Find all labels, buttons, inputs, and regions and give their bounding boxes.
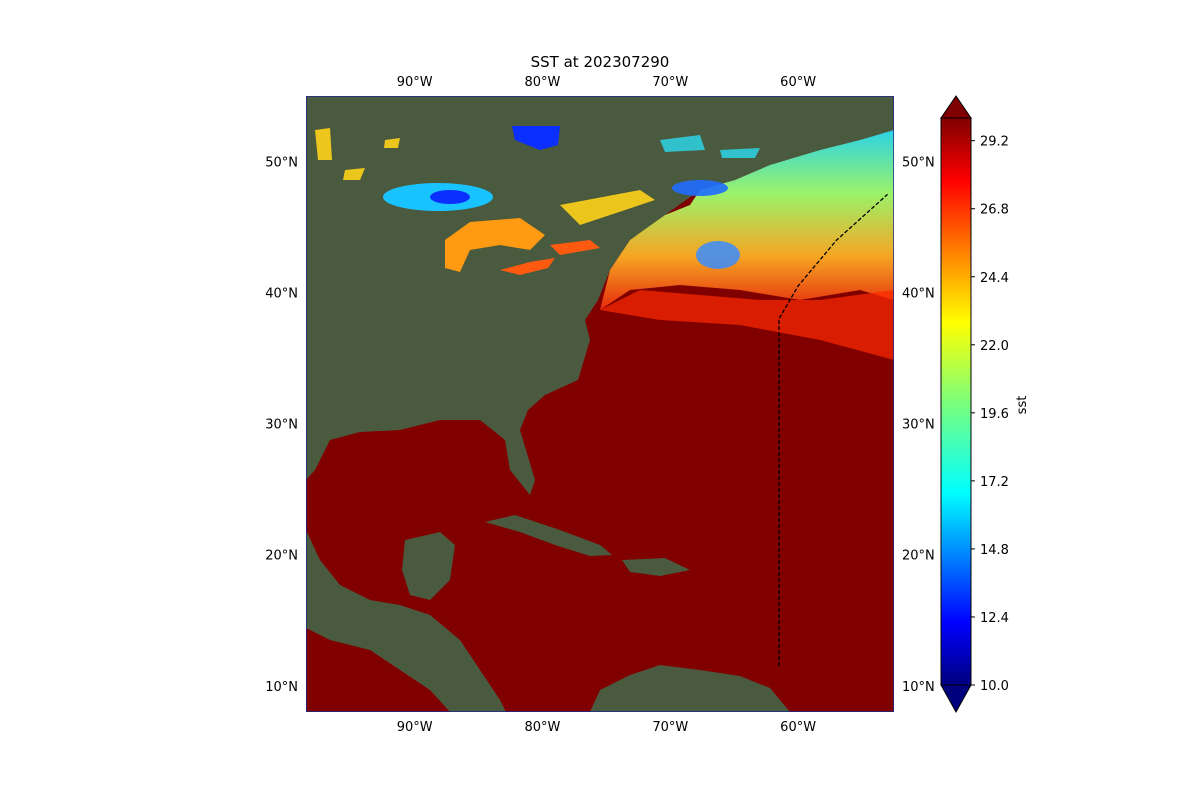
lat-tick-label: 10°N [902, 680, 935, 695]
lon-tick-label: 90°W [397, 75, 433, 90]
lon-tick-label: 70°W [652, 720, 688, 735]
land-south-america [590, 665, 790, 712]
lon-tick-label: 60°W [780, 75, 816, 90]
sst-north-shelf [600, 130, 894, 310]
lakes-hudson-bay-cold [512, 126, 560, 150]
sst-gulf-stream-front [600, 290, 894, 360]
lon-tick-label: 60°W [780, 720, 816, 735]
chart-title: SST at 202307290 [531, 53, 670, 71]
land-central-america [306, 530, 506, 712]
track-line [778, 193, 889, 667]
lat-tick-label: 30°N [902, 418, 935, 433]
lake-michigan-huron [445, 218, 545, 272]
land-cuba [485, 515, 612, 556]
lat-tick-label: 20°N [902, 549, 935, 564]
lon-tick-label: 80°W [525, 720, 561, 735]
lat-ticks-right: 10°N 20°N 30°N 40°N 50°N [902, 156, 935, 695]
lat-tick-label: 20°N [265, 549, 298, 564]
lon-tick-label: 80°W [525, 75, 561, 90]
colorbar-tick-label: 14.8 [980, 543, 1009, 558]
lat-tick-label: 10°N [265, 680, 298, 695]
map-panel [306, 96, 894, 712]
land-yucatan [402, 532, 455, 600]
colorbar-tick-label: 24.4 [980, 271, 1009, 286]
colorbar-extend-max [940, 95, 972, 119]
colorbar-tick-label: 22.0 [980, 339, 1009, 354]
colorbar-tick-label: 12.4 [980, 611, 1009, 626]
sst-cold-eddy [696, 241, 740, 269]
lat-tick-label: 50°N [265, 156, 298, 171]
colorbar-tick-label: 19.6 [980, 407, 1009, 422]
colorbar-label: sst [1015, 396, 1030, 415]
lon-ticks-top: 90°W 80°W 70°W 60°W [397, 75, 817, 90]
colorbar-tick-label: 17.2 [980, 475, 1009, 490]
lakes-north-cyan [660, 135, 760, 158]
colorbar: 10.0 12.4 14.8 17.2 19.6 22.0 24.4 26.8 29.2 sst [940, 95, 1030, 714]
lat-tick-label: 40°N [902, 287, 935, 302]
lat-tick-label: 40°N [265, 287, 298, 302]
lon-ticks-bottom: 90°W 80°W 70°W 60°W [397, 720, 817, 735]
colorbar-body [940, 117, 972, 686]
lake-superior-core [430, 190, 470, 204]
colorbar-ticks: 10.0 12.4 14.8 17.2 19.6 22.0 24.4 26.8 29.2 [971, 135, 1009, 694]
colorbar-extend-min [940, 684, 972, 714]
lon-tick-label: 70°W [652, 75, 688, 90]
sst-cold-st-lawrence [672, 180, 728, 196]
lat-tick-label: 50°N [902, 156, 935, 171]
colorbar-tick-label: 29.2 [980, 135, 1009, 150]
lon-tick-label: 90°W [397, 720, 433, 735]
colorbar-tick-label: 10.0 [980, 679, 1009, 694]
lat-ticks-left: 10°N 20°N 30°N 40°N 50°N [265, 156, 298, 695]
lat-tick-label: 30°N [265, 418, 298, 433]
colorbar-tick-label: 26.8 [980, 203, 1009, 218]
land-hispaniola [622, 558, 690, 576]
lake-erie-ontario [500, 240, 600, 275]
